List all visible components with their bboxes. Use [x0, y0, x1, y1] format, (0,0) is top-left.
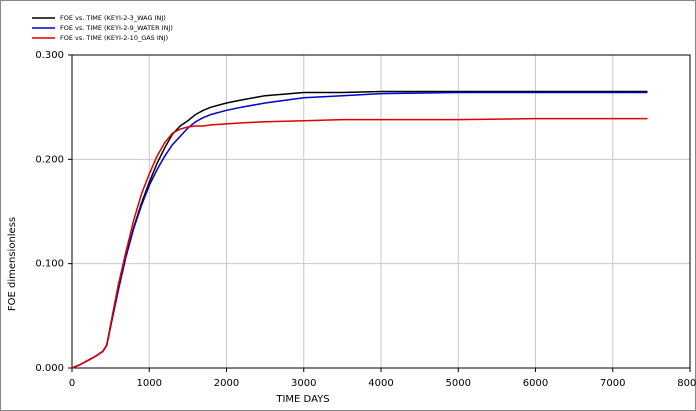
- y-axis-label: FOE dimensionless: [7, 217, 18, 311]
- x-tick-label: 0: [69, 378, 75, 389]
- legend-label: FOE vs. TIME (KEYI-2-3_WAG INJ): [60, 14, 166, 22]
- y-tick-label: 0.200: [35, 154, 64, 165]
- x-tick-label: 3000: [291, 378, 316, 389]
- series-line: [71, 117, 648, 369]
- legend: FOE vs. TIME (KEYI-2-3_WAG INJ) FOE vs. T…: [32, 14, 173, 42]
- plot-border: [71, 54, 691, 369]
- x-tick-label: 1000: [137, 378, 162, 389]
- x-tick-label: 4000: [368, 378, 393, 389]
- x-tick-label: 5000: [446, 378, 471, 389]
- x-axis-label: TIME DAYS: [275, 394, 329, 405]
- x-tick-label: 2000: [214, 378, 239, 389]
- x-tick-label: 6000: [523, 378, 548, 389]
- legend-label: FOE vs. TIME (KEYI-2-9_WATER INJ): [60, 24, 173, 32]
- y-tick-label: 0.300: [35, 50, 64, 61]
- x-tick-label: 7000: [600, 378, 625, 389]
- y-tick-label: 0.100: [35, 259, 64, 270]
- y-tick-label: 0.000: [35, 363, 64, 374]
- legend-label: FOE vs. TIME (KEYI-2-10_GAS INJ): [60, 34, 168, 42]
